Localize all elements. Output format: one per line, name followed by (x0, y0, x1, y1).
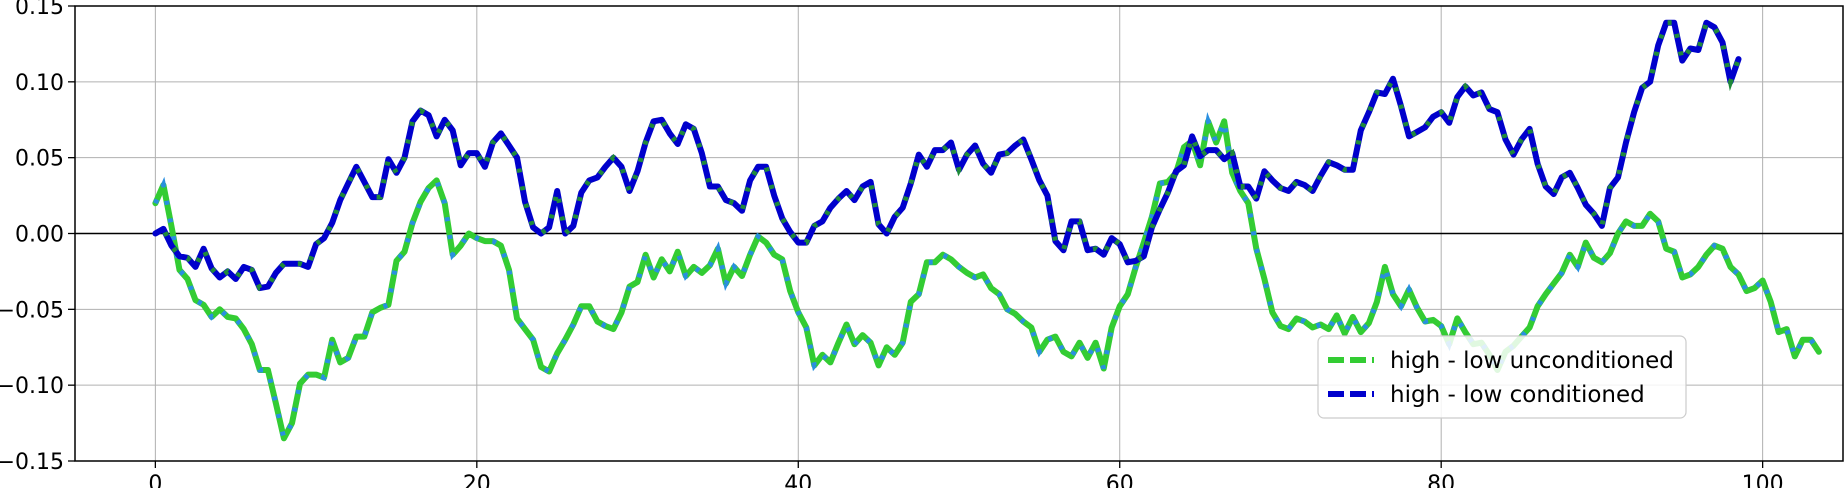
x-tick-label: 20 (463, 472, 491, 488)
legend: high - low unconditioned high - low cond… (1317, 335, 1687, 419)
legend-item-unconditioned: high - low unconditioned (1328, 348, 1674, 374)
series-layer (152, 18, 1822, 446)
x-tick-label: 60 (1106, 472, 1134, 488)
y-axis-ticks: −0.15 −0.10 −0.05 0.00 0.05 0.10 0.15 (0, 0, 75, 475)
series-dash-overlay (154, 18, 1741, 291)
series-dash-overlay (153, 111, 1821, 446)
x-tick-label: 100 (1742, 472, 1784, 488)
series-line (152, 19, 1742, 292)
x-tick-label: 80 (1427, 472, 1455, 488)
y-tick-label: −0.15 (0, 450, 64, 475)
legend-label-unconditioned: high - low unconditioned (1390, 348, 1674, 374)
x-tick-label: 0 (148, 472, 162, 488)
x-tick-label: 40 (784, 472, 812, 488)
y-tick-label: −0.05 (0, 298, 64, 323)
legend-item-conditioned: high - low conditioned (1328, 382, 1645, 408)
legend-box (1317, 335, 1687, 419)
series-unconditioned (152, 111, 1822, 446)
y-tick-label: −0.10 (0, 374, 64, 399)
y-tick-label: 0.10 (15, 71, 64, 96)
x-axis-ticks: 0 20 40 60 80 100 (148, 461, 1784, 488)
y-tick-label: 0.00 (15, 223, 64, 248)
y-tick-label: 0.05 (15, 147, 64, 172)
legend-label-conditioned: high - low conditioned (1390, 382, 1645, 408)
series-conditioned (152, 18, 1742, 292)
y-tick-label: 0.15 (15, 0, 64, 20)
